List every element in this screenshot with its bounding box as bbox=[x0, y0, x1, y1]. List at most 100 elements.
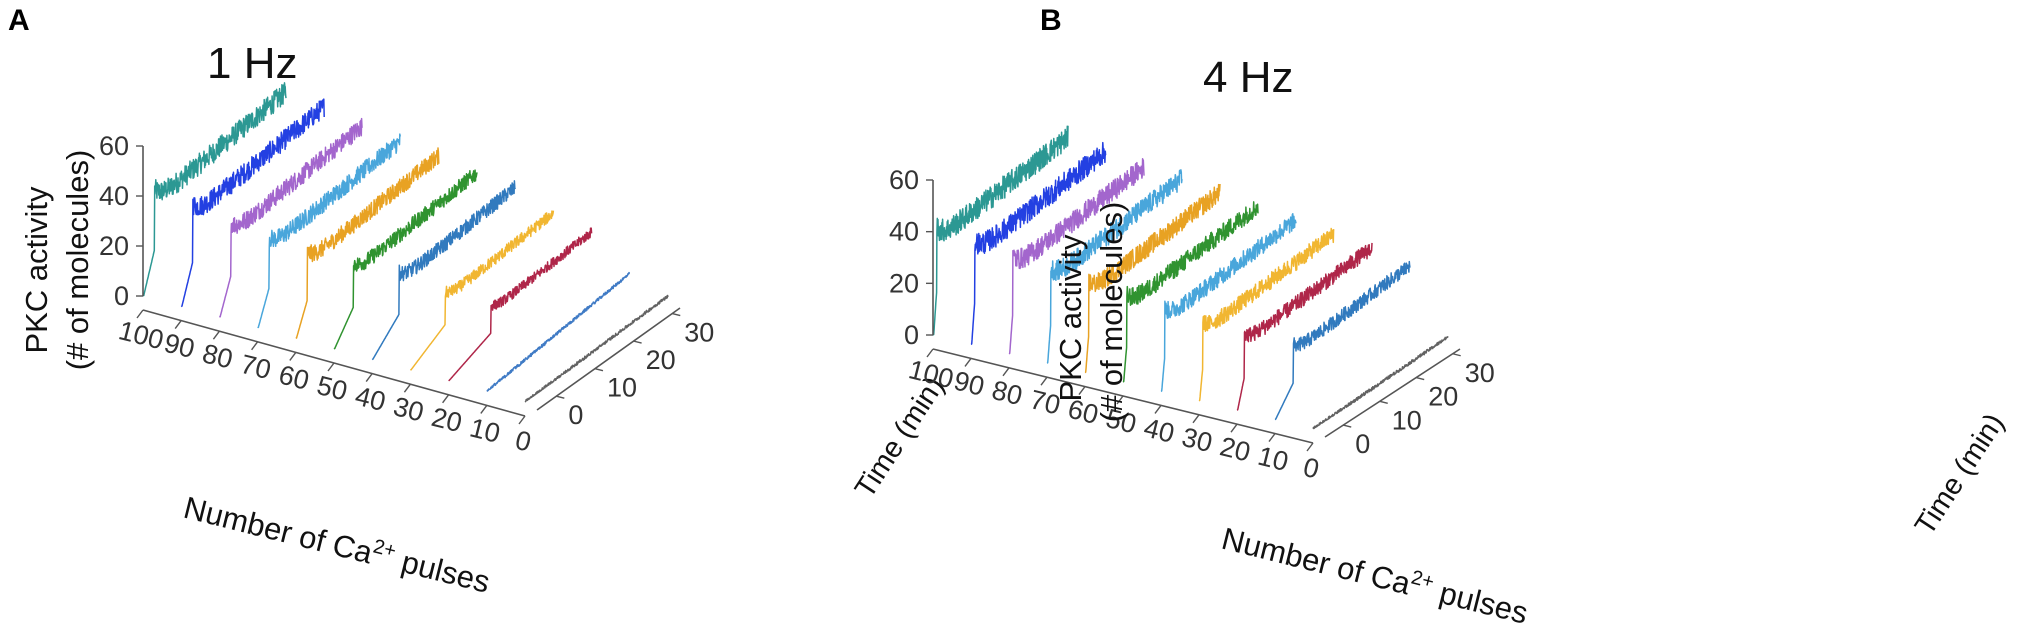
x-tick-mark-b-10 bbox=[1306, 442, 1314, 452]
y-axis-line-a bbox=[536, 307, 681, 411]
x-axis-title-tail-b: pulses bbox=[1428, 573, 1532, 624]
trace-b-70-pulses bbox=[1046, 169, 1183, 364]
x-tick-label-b-2: 80 bbox=[989, 375, 1025, 411]
trace-b-80-pulses bbox=[1008, 157, 1145, 355]
x-tick-label-a-8: 20 bbox=[429, 402, 465, 438]
trace-a-80-pulses bbox=[218, 117, 363, 318]
z-tick-label-a-3: 60 bbox=[99, 131, 129, 161]
y-axis-title-a: Time (min) bbox=[849, 371, 951, 504]
z-tick-label-b-2: 40 bbox=[889, 217, 919, 247]
trace-a-50-pulses bbox=[333, 169, 478, 350]
x-tick-label-a-7: 30 bbox=[390, 391, 426, 427]
x-tick-mark-a-3 bbox=[251, 341, 259, 351]
y-tick-mark-a-2 bbox=[633, 340, 642, 344]
y-tick-label-b-1: 10 bbox=[1392, 405, 1422, 435]
traces-b bbox=[932, 125, 1449, 430]
y-tick-mark-b-0 bbox=[1343, 424, 1352, 428]
trace-a-10-pulses bbox=[486, 271, 631, 392]
x-tick-mark-a-5 bbox=[327, 362, 335, 372]
trace-a-70-pulses bbox=[257, 133, 401, 329]
x-axis-title-a: Number of Ca2+ pulses bbox=[180, 489, 493, 600]
trace-a-60-pulses bbox=[295, 147, 440, 339]
trace-b-40-pulses bbox=[1160, 213, 1297, 393]
y-tick-label-a-0: 0 bbox=[568, 400, 583, 430]
z-tick-label-b-0: 0 bbox=[904, 320, 919, 350]
z-axis-title-line2-a: (# of molecules) bbox=[60, 150, 95, 371]
x-tick-label-a-3: 70 bbox=[238, 349, 274, 385]
y-tick-mark-b-1 bbox=[1379, 400, 1388, 405]
x-tick-mark-b-9 bbox=[1268, 433, 1276, 443]
x-tick-mark-a-10 bbox=[518, 415, 526, 425]
z-tick-label-b-1: 20 bbox=[889, 268, 919, 298]
x-tick-mark-a-9 bbox=[480, 404, 488, 414]
y-tick-label-a-1: 10 bbox=[607, 373, 637, 403]
x-tick-label-b-7: 30 bbox=[1179, 422, 1215, 458]
trace-a-20-pulses bbox=[448, 227, 593, 382]
x-tick-mark-b-7 bbox=[1192, 414, 1200, 424]
y-tick-mark-b-3 bbox=[1452, 353, 1461, 357]
trace-a-100-pulses bbox=[142, 82, 287, 297]
trace-b-60-pulses bbox=[1084, 183, 1221, 374]
z-axis-title-line1-b: PKC activity bbox=[1053, 234, 1088, 402]
y-tick-mark-a-1 bbox=[594, 367, 604, 372]
x-tick-label-b-9: 10 bbox=[1255, 441, 1291, 477]
x-axis-title-b: Number of Ca2+ pulses bbox=[1218, 520, 1531, 624]
x-tick-label-b-8: 20 bbox=[1217, 431, 1253, 467]
x-tick-mark-a-7 bbox=[403, 383, 411, 393]
x-axis-title-main-a: Number of Ca bbox=[180, 490, 376, 571]
x-tick-mark-a-2 bbox=[212, 330, 220, 340]
x-tick-label-b-6: 40 bbox=[1141, 412, 1177, 448]
z-tick-label-b-3: 60 bbox=[889, 165, 919, 195]
x-tick-label-b-3: 70 bbox=[1027, 384, 1063, 420]
x-tick-label-a-9: 10 bbox=[467, 412, 503, 448]
x-tick-label-a-5: 50 bbox=[314, 370, 350, 406]
traces-a bbox=[142, 82, 669, 403]
x-tick-mark-b-0 bbox=[926, 348, 934, 358]
x-axis-title-sup-b: 2+ bbox=[1409, 567, 1436, 594]
frequency-label-b: 4 Hz bbox=[1203, 53, 1293, 102]
y-tick-label-b-2: 20 bbox=[1428, 382, 1458, 412]
panel-label-b: B bbox=[1040, 4, 1062, 37]
x-tick-mark-b-3 bbox=[1040, 376, 1048, 386]
x-tick-mark-b-2 bbox=[1002, 367, 1010, 377]
x-tick-mark-b-8 bbox=[1230, 423, 1238, 433]
z-axis-title-line2-b: (# of molecules) bbox=[1094, 202, 1129, 423]
x-axis-title-main-b: Number of Ca bbox=[1218, 521, 1414, 602]
y-axis-title-b: Time (min) bbox=[1909, 408, 2011, 541]
trace-b-20-pulses bbox=[1236, 242, 1373, 411]
x-tick-mark-a-4 bbox=[289, 351, 297, 361]
y-axis-line-b bbox=[1324, 348, 1461, 438]
x-tick-mark-a-0 bbox=[136, 309, 144, 319]
panel-label-a: A bbox=[8, 4, 30, 37]
x-tick-label-a-0: 100 bbox=[116, 315, 167, 355]
x-tick-label-a-2: 80 bbox=[199, 338, 235, 374]
trace-b-50-pulses bbox=[1122, 201, 1259, 383]
x-axis-title-sup-a: 2+ bbox=[371, 536, 398, 563]
trace-b-100-pulses bbox=[932, 125, 1069, 336]
x-tick-mark-a-8 bbox=[442, 394, 450, 404]
trace-b-90-pulses bbox=[970, 141, 1107, 346]
trace-b-10-pulses bbox=[1274, 260, 1411, 421]
x-tick-label-a-4: 60 bbox=[276, 359, 312, 395]
trace-b-0-pulses bbox=[1312, 335, 1449, 430]
frequency-label-a: 1 Hz bbox=[207, 39, 297, 88]
z-tick-label-a-0: 0 bbox=[114, 281, 129, 311]
x-tick-label-b-1: 90 bbox=[951, 365, 987, 401]
z-tick-label-a-1: 20 bbox=[99, 231, 129, 261]
y-tick-mark-b-2 bbox=[1416, 376, 1425, 381]
trace-a-90-pulses bbox=[180, 98, 325, 308]
y-tick-label-a-3: 30 bbox=[684, 318, 714, 348]
y-tick-mark-a-3 bbox=[672, 312, 681, 317]
z-tick-label-a-2: 40 bbox=[99, 181, 129, 211]
y-tick-mark-a-0 bbox=[556, 395, 565, 399]
x-tick-label-a-6: 40 bbox=[352, 381, 388, 417]
y-tick-label-a-2: 20 bbox=[646, 345, 676, 375]
x-tick-label-a-10: 0 bbox=[512, 425, 534, 458]
x-tick-mark-b-1 bbox=[964, 357, 972, 367]
x-tick-label-b-10: 0 bbox=[1300, 452, 1322, 485]
x-tick-label-b-5: 50 bbox=[1103, 403, 1139, 439]
